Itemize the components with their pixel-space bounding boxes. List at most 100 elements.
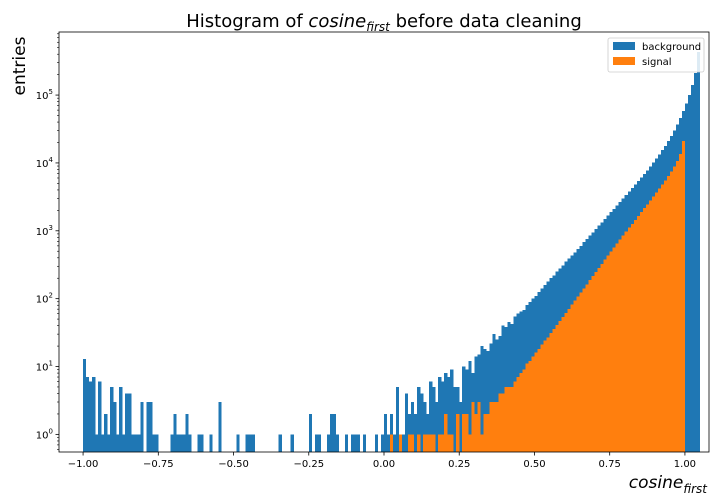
signal-bar — [561, 316, 565, 452]
signal-bar — [582, 288, 586, 452]
x-axis-label: cosinefirst — [629, 473, 709, 496]
y-axis-ticks: 100 101 102 103 104 105 — [36, 33, 59, 450]
background-bar — [101, 434, 105, 452]
signal-bar — [585, 284, 589, 452]
background-bar — [411, 402, 415, 452]
background-bar — [86, 377, 90, 452]
background-bar — [408, 413, 412, 452]
background-bar — [329, 413, 333, 452]
signal-bar — [657, 188, 661, 452]
background-bar — [387, 434, 391, 452]
signal-bar — [519, 373, 523, 452]
background-bar — [137, 434, 141, 452]
signal-bar — [390, 434, 394, 452]
signal-bar — [441, 434, 445, 452]
background-bar — [152, 434, 156, 452]
signal-bar — [612, 247, 616, 452]
series-signal — [390, 141, 686, 453]
signal-bar — [588, 280, 592, 452]
signal-bar — [654, 192, 658, 452]
x-axis-ticks: −1.00 −0.75 −0.50 −0.25 0.00 0.25 0.50 0.75 1.00 — [68, 452, 696, 470]
signal-bar — [489, 402, 493, 452]
background-bar — [119, 386, 123, 452]
signal-bar — [528, 361, 532, 452]
signal-bar — [627, 227, 631, 452]
background-bar — [435, 402, 439, 452]
x-tick-label: 0.75 — [599, 459, 621, 470]
background-bar — [432, 386, 436, 452]
signal-bar — [465, 413, 469, 452]
signal-bar — [666, 176, 671, 452]
background-bar — [453, 386, 457, 452]
legend-swatch-background — [613, 42, 635, 50]
signal-bar — [498, 393, 502, 452]
background-bar — [182, 434, 186, 452]
signal-bar — [504, 386, 508, 452]
background-bar — [107, 434, 111, 452]
signal-bar — [621, 235, 625, 452]
signal-bar — [432, 434, 436, 452]
background-bar — [380, 434, 385, 452]
y-tick-label: 100 — [36, 427, 53, 441]
signal-bar — [510, 386, 514, 452]
background-bar — [113, 402, 117, 452]
signal-bar — [558, 320, 562, 452]
legend-label-background: background — [642, 42, 701, 53]
signal-bar — [630, 223, 634, 452]
background-bar — [236, 434, 240, 452]
x-tick-label: −1.00 — [68, 459, 99, 470]
background-bar — [423, 402, 427, 452]
signal-bar — [543, 340, 547, 452]
background-bar — [426, 413, 430, 452]
signal-bar — [672, 166, 677, 452]
background-bar — [104, 413, 108, 452]
background-bar — [486, 350, 490, 452]
signal-bar — [564, 312, 568, 452]
x-tick-label: −0.75 — [143, 459, 174, 470]
background-bar — [308, 413, 312, 452]
signal-bar — [399, 434, 403, 452]
background-bar — [693, 73, 698, 453]
signal-bar — [600, 263, 604, 452]
signal-bar — [516, 377, 520, 452]
legend: background signal — [607, 37, 705, 73]
signal-bar — [408, 434, 412, 452]
background-bar — [332, 413, 336, 452]
background-bar — [125, 393, 129, 452]
background-bar — [248, 434, 252, 452]
signal-bar — [456, 413, 460, 452]
background-bar — [146, 402, 150, 452]
background-bar — [149, 402, 153, 452]
signal-bar — [639, 212, 643, 452]
background-bar — [405, 393, 409, 452]
signal-bar — [669, 171, 674, 452]
signal-bar — [462, 413, 466, 452]
background-bar — [218, 402, 222, 452]
signal-bar — [531, 356, 535, 452]
background-bar — [209, 434, 213, 452]
y-tick-label: 101 — [36, 360, 53, 374]
background-bar — [492, 334, 496, 452]
background-bar — [173, 413, 177, 452]
background-bar — [197, 434, 201, 452]
background-bar — [414, 413, 418, 452]
signal-bar — [450, 434, 454, 452]
signal-bar — [480, 434, 484, 452]
background-bar — [501, 325, 505, 452]
background-bar — [396, 386, 400, 452]
signal-bar — [648, 200, 652, 452]
background-bar — [489, 343, 493, 452]
signal-bar — [636, 216, 640, 452]
x-tick-label: −0.50 — [218, 459, 249, 470]
background-bar — [176, 434, 180, 452]
signal-bar — [594, 272, 598, 452]
background-bar — [344, 434, 349, 452]
background-bar — [350, 434, 355, 452]
background-bar — [495, 339, 499, 452]
background-bar — [687, 95, 692, 452]
background-bar — [438, 377, 442, 452]
signal-bar — [507, 386, 511, 452]
y-tick-label: 102 — [36, 292, 53, 306]
background-bar — [374, 434, 379, 452]
